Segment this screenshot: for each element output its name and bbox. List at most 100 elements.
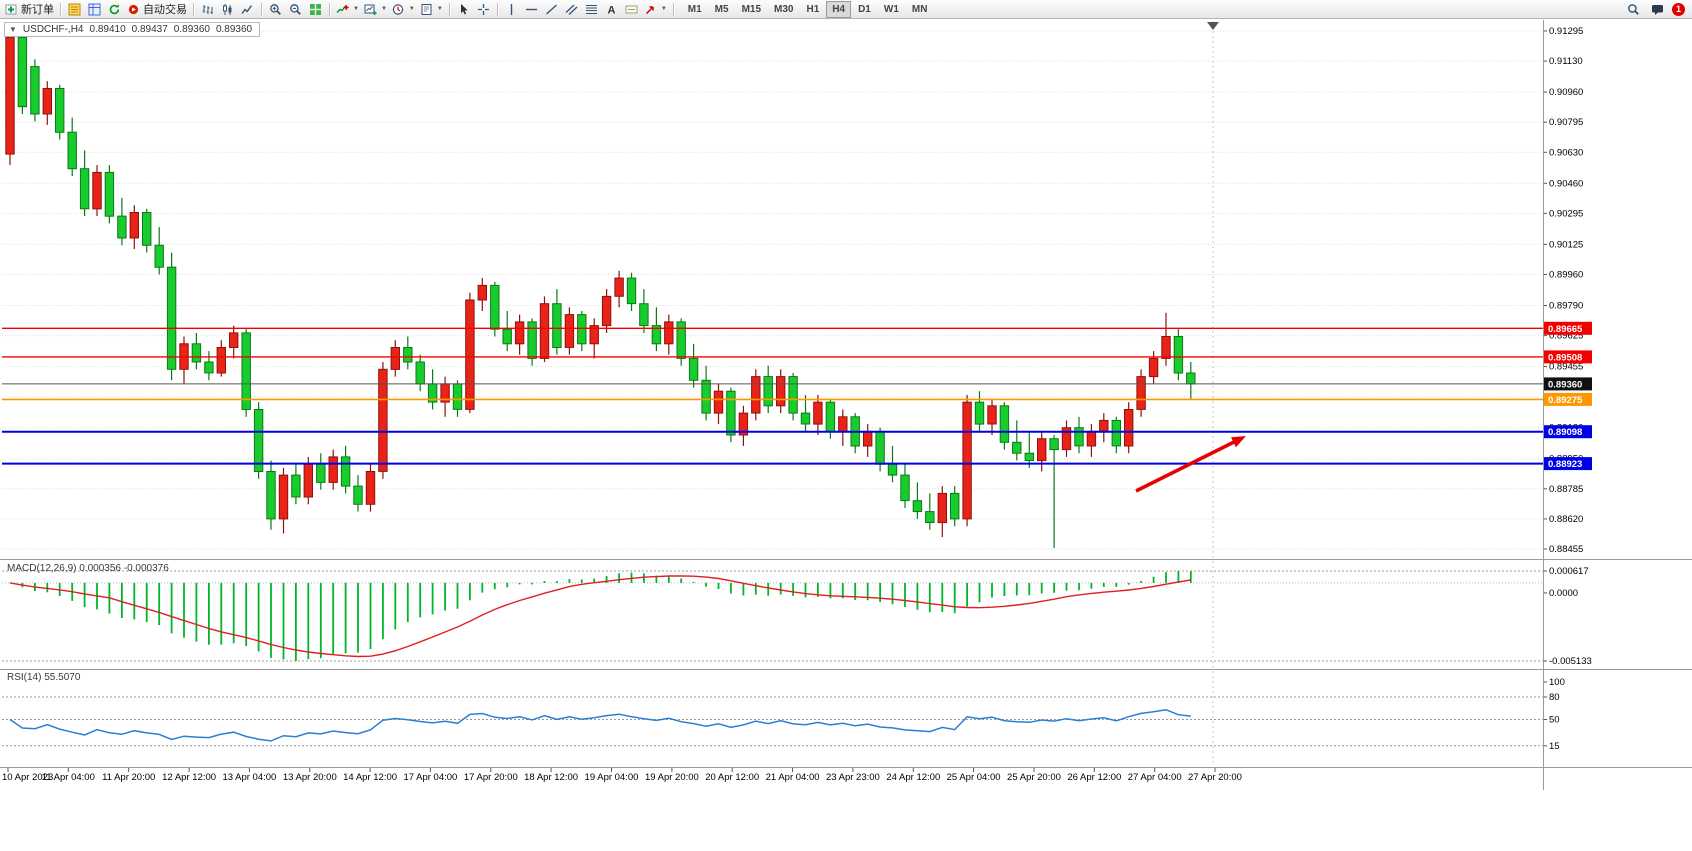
timeframe-h1[interactable]: H1: [806, 3, 820, 15]
ohlc-high: 0.89437: [131, 24, 168, 35]
candle-up: [863, 430, 873, 447]
rsi-axis-label: 50: [1549, 715, 1560, 726]
candle-down: [1024, 452, 1034, 462]
trend-arrow-line[interactable]: [1135, 438, 1239, 493]
search-button[interactable]: [1624, 1, 1643, 18]
zoom-in-icon: [270, 3, 281, 15]
chevron-down-icon: ▼: [436, 6, 443, 12]
candle-down: [1074, 427, 1084, 447]
candle-down: [1111, 419, 1121, 447]
auto-trading-icon: [128, 4, 139, 14]
new-chart-button[interactable]: ▼: [362, 1, 389, 18]
price-tag: [1544, 425, 1592, 439]
zoom-out-button[interactable]: [286, 1, 305, 18]
timeframe-mn[interactable]: MN: [911, 3, 928, 15]
macd-signal-line: [9, 575, 1191, 658]
chevron-down-icon: ▼: [380, 6, 387, 12]
text-button[interactable]: A: [602, 1, 621, 18]
time-axis-label: 23 Apr 23:00: [826, 772, 880, 783]
crosshair-button[interactable]: [474, 1, 493, 18]
auto-trading-button[interactable]: 自动交易: [125, 1, 189, 18]
fibonacci-button[interactable]: [582, 1, 601, 18]
candle-down: [291, 474, 301, 498]
price-axis-label: 0.90960: [1549, 87, 1583, 98]
new-order-button[interactable]: 新订单: [3, 1, 56, 18]
timeframe-m15[interactable]: M15: [741, 3, 762, 15]
price-tag-label: 0.88923: [1548, 459, 1582, 470]
candle-up: [601, 295, 612, 327]
timeframe-d1[interactable]: D1: [858, 3, 871, 15]
chevron-down-icon: ▼: [660, 6, 667, 12]
candle-down: [67, 131, 77, 170]
candle-up: [1148, 357, 1159, 378]
vertical-line-button[interactable]: [502, 1, 521, 18]
trendline-button[interactable]: [542, 1, 561, 18]
zoom-in-button[interactable]: [266, 1, 285, 18]
timeframe-h4[interactable]: H4: [826, 0, 852, 18]
tile-windows-button[interactable]: [306, 1, 325, 18]
rsi-axis-label: 80: [1549, 692, 1560, 703]
candle-down: [490, 284, 500, 330]
price-axis-label: 0.89790: [1549, 301, 1583, 312]
candle-down: [788, 376, 798, 414]
bar-chart-button[interactable]: [198, 1, 217, 18]
candle-up: [1099, 419, 1109, 432]
toolbar-separator: [448, 2, 450, 16]
line-chart-button[interactable]: [238, 1, 257, 18]
candle-up: [303, 463, 314, 498]
arrows-button[interactable]: ▼: [642, 1, 669, 18]
candle-down: [253, 409, 264, 472]
equidistant-channel-button[interactable]: [562, 1, 581, 18]
period-button[interactable]: ▼: [390, 1, 417, 18]
timeframe-m30[interactable]: M30: [774, 3, 794, 15]
indicators-button[interactable]: ▼: [334, 1, 361, 18]
collapse-chevron-icon[interactable]: ▼: [9, 25, 17, 34]
price-axis-label: 0.89960: [1549, 270, 1583, 281]
price-axis-label: 0.88785: [1549, 484, 1583, 495]
candle-down: [726, 390, 736, 436]
candle-down: [1049, 438, 1059, 451]
candle-down: [1186, 372, 1196, 385]
candle-up: [92, 171, 102, 210]
toolbar-separator: [672, 2, 674, 16]
price-axis-label: 0.90125: [1549, 239, 1583, 250]
candlestick-chart-button[interactable]: [218, 1, 237, 18]
cursor-button[interactable]: [454, 1, 473, 18]
price-tag-label: 0.89098: [1548, 427, 1582, 438]
candle-up: [390, 347, 401, 370]
candle-down: [241, 332, 251, 410]
trend-arrow-head[interactable]: [1231, 436, 1246, 448]
market-watch-icon: [68, 3, 81, 15]
candle-down: [701, 379, 711, 414]
chart-shift-marker[interactable]: [1207, 22, 1219, 30]
timeframe-m5[interactable]: M5: [714, 3, 729, 15]
price-axis-label: 0.88620: [1549, 514, 1583, 525]
data-window-icon: [88, 3, 101, 15]
refresh-button[interactable]: [105, 1, 124, 18]
timeframe-w1[interactable]: W1: [883, 3, 899, 15]
horizontal-line-button[interactable]: [522, 1, 541, 18]
market-watch-button[interactable]: [65, 1, 84, 18]
template-button[interactable]: ▼: [418, 1, 445, 18]
text-label-button[interactable]: [622, 1, 641, 18]
candle-down: [204, 361, 214, 374]
zoom-out-icon: [290, 3, 301, 15]
data-window-button[interactable]: [85, 1, 104, 18]
price-tag-label: 0.89275: [1548, 395, 1583, 406]
time-axis-label: 27 Apr 20:00: [1188, 772, 1242, 783]
candle-up: [5, 36, 15, 155]
price-axis-label: 0.90795: [1549, 117, 1583, 128]
time-axis-label: 20 Apr 12:00: [705, 772, 759, 783]
new-chart-icon: [364, 4, 377, 15]
notification-badge[interactable]: 1: [1672, 2, 1685, 16]
time-axis-label: 10 Apr 2023: [2, 772, 53, 783]
candle-up: [751, 376, 761, 414]
price-tag-label: 0.89508: [1548, 352, 1582, 363]
chat-button[interactable]: [1648, 1, 1667, 18]
indicators-icon: [336, 4, 349, 13]
candle-up: [987, 405, 997, 425]
time-axis-label: 19 Apr 04:00: [585, 772, 639, 783]
timeframe-m1[interactable]: M1: [687, 3, 702, 15]
